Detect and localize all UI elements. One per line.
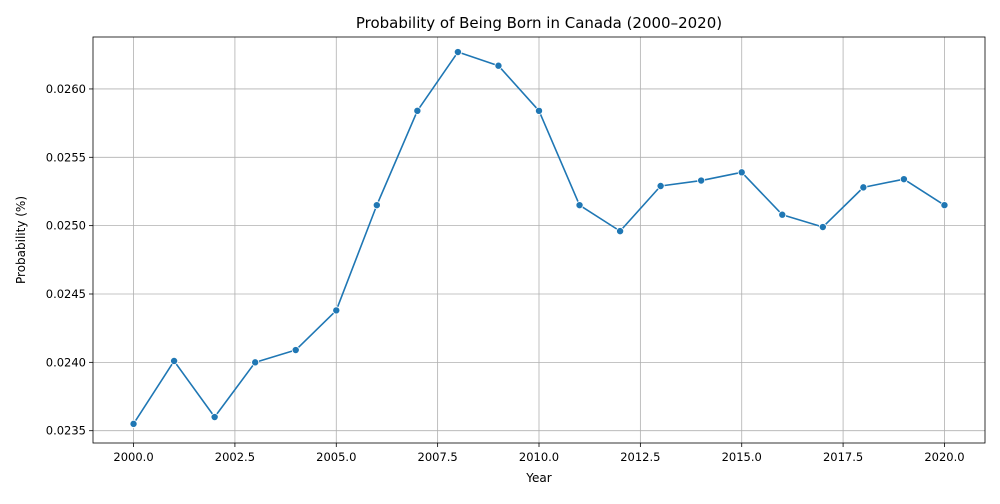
x-tick-label: 2005.0 xyxy=(316,450,356,464)
data-point xyxy=(616,227,625,236)
series-points xyxy=(129,48,949,428)
x-axis-ticks: 2000.0 2002.5 2005.0 2007.5 2010.0 2012.5 2015… xyxy=(113,443,965,464)
data-point xyxy=(940,201,949,210)
y-axis-label: Probability (%) xyxy=(14,196,28,284)
data-point xyxy=(899,175,908,184)
x-tick-label: 2002.5 xyxy=(215,450,255,464)
data-point xyxy=(170,356,179,365)
y-tick-label: 0.0260 xyxy=(46,82,86,96)
data-point xyxy=(210,413,219,422)
x-tick-label: 2015.0 xyxy=(722,450,762,464)
data-point xyxy=(453,48,462,57)
data-point xyxy=(535,106,544,115)
grid-lines xyxy=(93,37,985,443)
y-tick-label: 0.0245 xyxy=(46,287,86,301)
y-tick-label: 0.0250 xyxy=(46,219,86,233)
data-point xyxy=(291,346,300,355)
y-tick-label: 0.0240 xyxy=(46,355,86,369)
x-tick-label: 2007.5 xyxy=(418,450,458,464)
data-point xyxy=(697,176,706,185)
y-axis-ticks: 0.0235 0.0240 0.0245 0.0250 0.0255 0.0260 xyxy=(46,82,93,438)
x-axis-label: Year xyxy=(525,471,551,485)
data-point xyxy=(372,201,381,210)
y-tick-label: 0.0255 xyxy=(46,150,86,164)
x-tick-label: 2012.5 xyxy=(620,450,660,464)
y-tick-label: 0.0235 xyxy=(46,424,86,438)
data-point xyxy=(737,168,746,177)
data-point xyxy=(129,419,138,428)
x-tick-label: 2017.5 xyxy=(823,450,863,464)
x-tick-label: 2000.0 xyxy=(113,450,153,464)
x-tick-label: 2020.0 xyxy=(924,450,964,464)
data-point xyxy=(575,201,584,210)
data-point xyxy=(778,210,787,219)
data-point xyxy=(494,61,503,70)
data-point xyxy=(413,106,422,115)
data-point xyxy=(818,223,827,232)
data-point xyxy=(332,306,341,315)
data-point xyxy=(656,182,665,191)
data-point xyxy=(251,358,260,367)
data-point xyxy=(859,183,868,192)
chart-title: Probability of Being Born in Canada (200… xyxy=(356,14,722,32)
x-tick-label: 2010.0 xyxy=(519,450,559,464)
